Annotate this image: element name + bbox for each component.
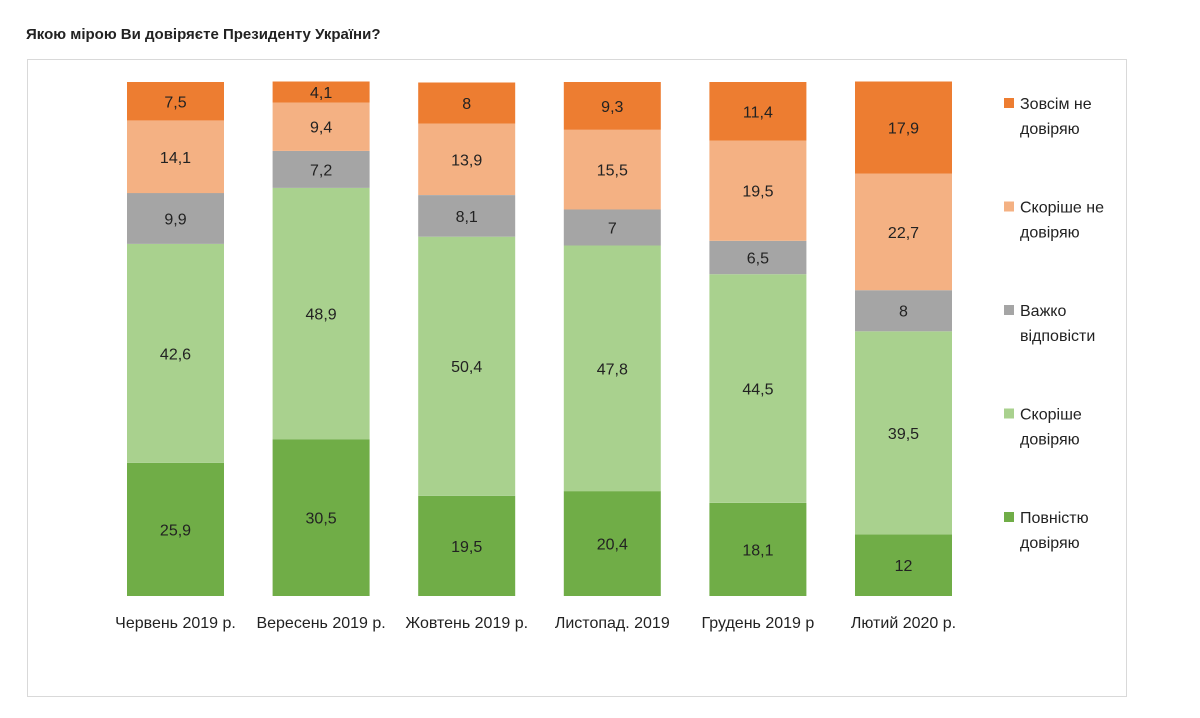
data-label: 8,1: [456, 209, 478, 226]
data-label: 9,4: [310, 120, 332, 137]
legend-label: довіряю: [1020, 432, 1080, 449]
data-label: 15,5: [597, 163, 628, 180]
bar-segment: [418, 123, 516, 195]
legend-swatch: [1004, 201, 1014, 212]
legend-label: довіряю: [1020, 121, 1080, 138]
bar-segment: [418, 495, 516, 596]
x-axis-tick-label: Жовтень 2019 р.: [405, 615, 528, 632]
bar-segment: [855, 173, 952, 291]
bar-segment: [272, 439, 370, 596]
legend-label: Зовсім не: [1020, 96, 1092, 113]
x-axis-tick-label: Грудень 2019 р: [702, 615, 815, 632]
data-label: 19,5: [451, 539, 482, 556]
data-label: 13,9: [451, 152, 482, 169]
bar-segment: [127, 462, 224, 596]
bar-segment: [855, 81, 952, 174]
x-axis-tick-label: Листопад. 2019: [555, 615, 670, 632]
data-label: 12: [895, 558, 913, 575]
data-label: 50,4: [451, 359, 482, 376]
legend-swatch: [1004, 98, 1014, 108]
bar-segment: [418, 195, 516, 237]
legend-label: Скоріше: [1020, 407, 1082, 424]
bar-segment: [709, 240, 807, 275]
data-label: 11,4: [743, 104, 773, 121]
data-label: 47,8: [597, 361, 628, 378]
data-label: 7,5: [164, 94, 186, 111]
legend-label: Важко: [1020, 303, 1066, 320]
bar-segment: [272, 81, 370, 103]
data-label: 22,7: [888, 225, 919, 242]
bar-segment: [418, 82, 516, 124]
legend-label: Повністю: [1020, 510, 1089, 527]
legend-label: довіряю: [1020, 225, 1080, 242]
bar-segment: [709, 82, 807, 141]
bar-segment: [272, 102, 370, 151]
data-label: 25,9: [160, 522, 191, 539]
bar-segment: [127, 82, 224, 121]
bar-segment: [563, 209, 661, 246]
bar-segment: [709, 503, 807, 596]
legend-label: відповісти: [1020, 328, 1095, 345]
bar-segment: [127, 193, 224, 244]
x-axis-tick-label: Лютий 2020 р.: [851, 615, 956, 632]
x-axis-tick-label: Вересень 2019 р.: [256, 615, 385, 632]
chart-frame: [27, 59, 1127, 697]
bar-segment: [563, 491, 661, 596]
data-label: 18,1: [742, 543, 773, 560]
data-label: 4,1: [310, 85, 332, 102]
bar-segment: [855, 534, 952, 596]
data-label: 6,5: [747, 251, 769, 268]
bar-segment: [563, 245, 661, 492]
data-label: 44,5: [742, 382, 773, 399]
bar-segment: [563, 82, 661, 130]
data-label: 48,9: [306, 307, 337, 324]
bar-segment: [855, 290, 952, 332]
data-label: 19,5: [742, 184, 773, 201]
bar-segment: [272, 187, 370, 440]
legend-label: довіряю: [1020, 535, 1080, 552]
data-label: 17,9: [888, 121, 919, 138]
chart-question-title: Якою мірою Ви довіряєте Президенту Украї…: [26, 26, 381, 43]
data-label: 14,1: [160, 150, 191, 167]
data-label: 9,3: [601, 99, 623, 116]
bar-segment: [127, 120, 224, 194]
data-label: 20,4: [597, 537, 628, 554]
bar-segment: [418, 236, 516, 496]
data-label: 39,5: [888, 426, 919, 443]
legend-swatch: [1004, 408, 1014, 419]
legend-swatch: [1004, 305, 1014, 315]
data-label: 42,6: [160, 346, 191, 363]
data-label: 9,9: [164, 212, 186, 229]
bar-segment: [127, 243, 224, 463]
data-label: 8: [462, 96, 471, 113]
bar-segment: [272, 150, 370, 188]
bar-segment: [709, 140, 807, 241]
bar-segment: [855, 331, 952, 535]
legend-swatch: [1004, 512, 1014, 522]
data-label: 7,2: [310, 162, 332, 179]
data-label: 8: [899, 304, 908, 321]
bar-segment: [709, 274, 807, 503]
x-axis-tick-label: Червень 2019 р.: [115, 615, 236, 632]
bar-segment: [563, 129, 661, 210]
data-label: 7: [608, 221, 617, 238]
legend-label: Скоріше не: [1020, 200, 1104, 217]
data-label: 30,5: [306, 511, 337, 528]
